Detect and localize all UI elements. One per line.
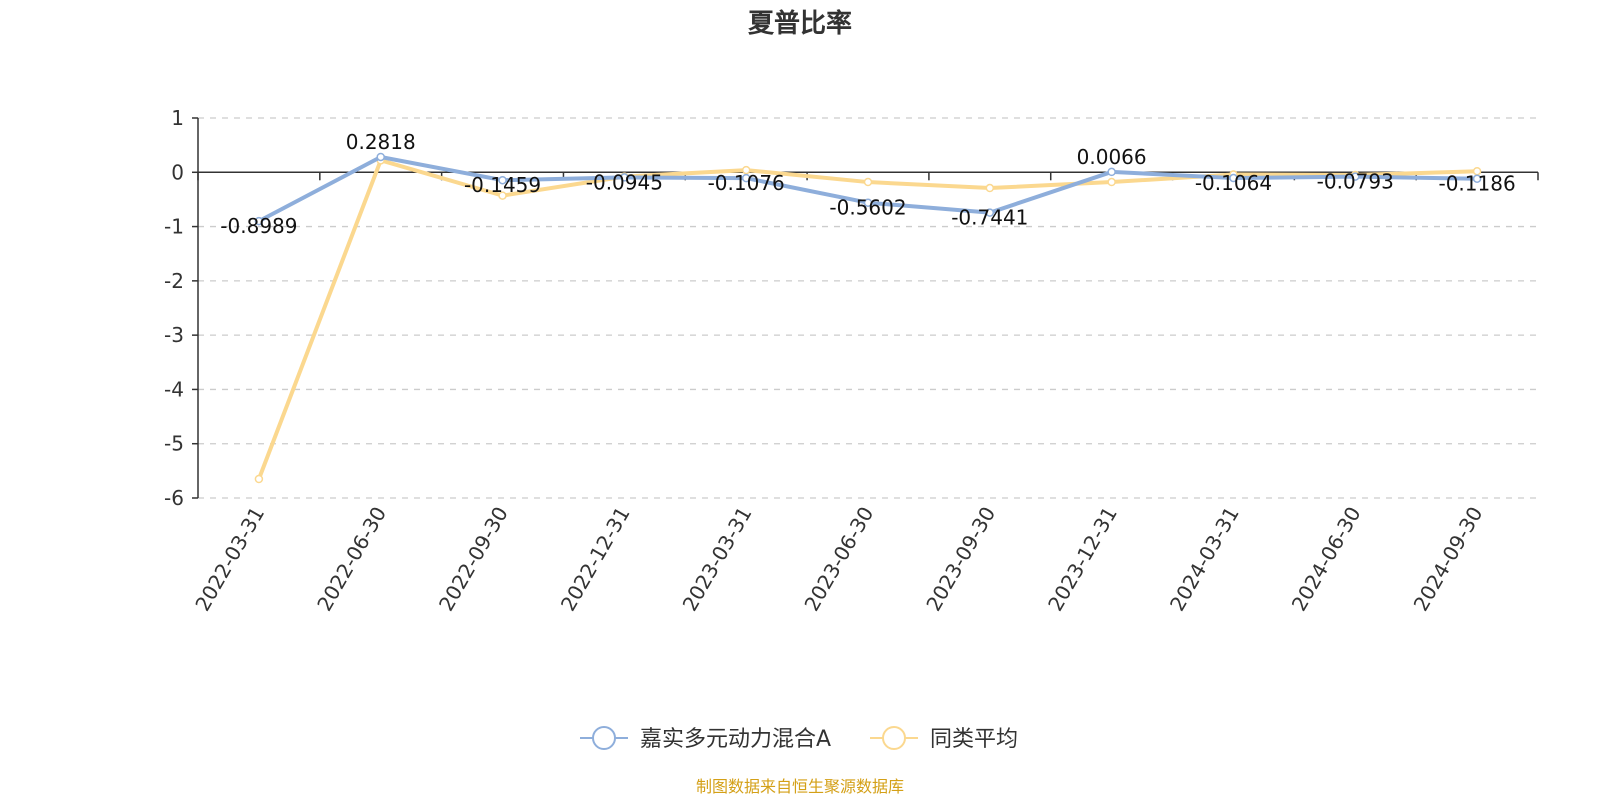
x-tick-label: 2024-09-30: [1409, 503, 1488, 616]
y-tick-label: -6: [164, 486, 184, 510]
series-1-point: [254, 474, 264, 484]
series-0-point: [1229, 173, 1238, 183]
data-label: -0.0945: [586, 170, 663, 194]
y-tick-label: -2: [164, 269, 184, 293]
series-0-point: [863, 198, 873, 207]
series-0-point: [985, 208, 995, 217]
x-tick-label: 2022-03-31: [190, 503, 269, 616]
x-tick-label: 2022-09-30: [434, 502, 513, 615]
x-tick-label: 2024-03-31: [1165, 503, 1244, 616]
series-1-point: [741, 165, 751, 175]
data-label: -0.8989: [220, 214, 297, 238]
data-label: -0.7441: [951, 206, 1028, 230]
x-tick-label: 2023-09-30: [921, 502, 1000, 615]
series-layer: [254, 152, 1482, 484]
y-tick-label: 0: [171, 160, 184, 184]
y-tick-label: -5: [164, 432, 184, 456]
series-0-point: [254, 216, 264, 226]
legend-label: 嘉实多元动力混合A: [640, 727, 831, 752]
series-1-point: [985, 183, 995, 193]
series-1-point: [863, 177, 873, 187]
x-tick-label: 2024-06-30: [1287, 503, 1366, 616]
y-tick-label: -1: [164, 215, 184, 239]
y-tick-label: -4: [164, 377, 184, 401]
series-1-point: [1107, 177, 1116, 187]
legend-label: 同类平均: [930, 727, 1018, 752]
data-label: -0.5602: [829, 196, 906, 220]
data-label: -0.1076: [708, 171, 785, 195]
data-label-layer: -0.8989 0.2818 -0.1459 -0.0945 -0.1076 -0.560…: [220, 130, 1515, 238]
series-0-point: [1351, 172, 1360, 181]
x-tick-label: 2022-06-30: [312, 503, 391, 616]
data-label: -0.1064: [1195, 171, 1272, 195]
y-tick-label: -3: [164, 323, 184, 347]
data-label: -0.1459: [464, 173, 541, 197]
series-0-point: [376, 152, 385, 162]
series-1-point: [498, 191, 507, 200]
series-0-point: [620, 173, 629, 182]
y-tick-label: 1: [171, 106, 184, 130]
chart-title: 夏普比率: [748, 8, 852, 39]
data-label: -0.0793: [1317, 170, 1394, 194]
data-label: 0.0066: [1077, 145, 1147, 169]
series-0-point: [1472, 174, 1482, 183]
legend: 嘉实多元动力混合A 同类平均: [580, 726, 1018, 752]
series-0-point: [498, 175, 507, 185]
x-tick-label: 2022-12-31: [556, 503, 635, 616]
series-0-point: [741, 173, 751, 183]
x-tick-label: 2023-06-30: [799, 503, 878, 616]
legend-swatch-marker: [592, 726, 616, 750]
x-tick-label: 2023-12-31: [1043, 503, 1122, 616]
legend-swatch-marker: [882, 726, 906, 750]
grid-layer: [198, 117, 1538, 499]
series-0-point: [1107, 167, 1116, 177]
data-label: -0.1186: [1438, 172, 1515, 196]
x-tick-label: 2023-03-31: [678, 503, 757, 616]
data-label: 0.2818: [346, 130, 416, 154]
source-note: 制图数据来自恒生聚源数据库: [696, 777, 904, 796]
